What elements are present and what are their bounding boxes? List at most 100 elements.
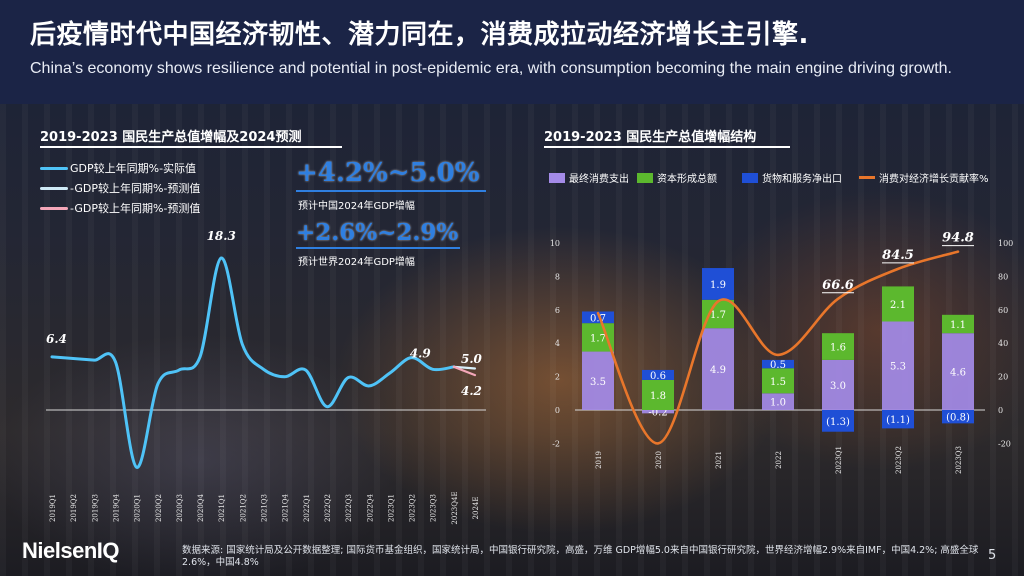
bar-value-label: 3.5 — [590, 377, 606, 388]
bar-y-left-tick: -2 — [552, 439, 560, 448]
line-x-tick-label: 2023Q1 — [387, 494, 395, 522]
right-title-underline — [544, 146, 790, 148]
bar-x-tick-label: 2023Q1 — [835, 446, 843, 474]
bar-y-right-tick: 60 — [998, 306, 1008, 315]
bar-capital — [882, 286, 914, 322]
line-x-tick-label: 2020Q1 — [134, 494, 142, 522]
line-x-tick-label: 2023Q4E — [451, 491, 459, 524]
page-number: 5 — [988, 548, 997, 563]
line-x-tick-label: 2019Q1 — [49, 494, 57, 522]
line-x-tick-label: 2020Q2 — [155, 494, 163, 522]
line-data-label: 18.3 — [207, 229, 236, 243]
bar-value-label: 1.0 — [770, 398, 786, 409]
bar-value-label: 1.8 — [650, 391, 666, 402]
bar-y-left-tick: 0 — [555, 406, 560, 415]
line-series-actual — [50, 256, 456, 469]
bar-value-label: 0.6 — [650, 371, 666, 382]
bar-y-left-tick: 4 — [555, 339, 560, 348]
contribution-data-label: 94.8 — [942, 231, 974, 246]
legend-swatch-actual — [40, 166, 68, 170]
bar-value-label: 1.9 — [710, 280, 726, 291]
bar-value-label: 1.1 — [950, 320, 966, 331]
bar-y-left-tick: 8 — [555, 272, 560, 281]
bar-capital — [582, 323, 614, 352]
bar-net-export — [882, 410, 914, 429]
bar-x-tick-label: 2022 — [775, 451, 783, 469]
line-x-tick-label: 2021Q2 — [239, 494, 247, 522]
line-data-label: 4.2 — [461, 384, 482, 398]
legend2-label-consumption: 最终消费支出 — [569, 174, 629, 185]
right-chart-title-text: 2019-2023 国民生产总值增幅结构 — [544, 130, 757, 145]
line-x-tick-label: 2020Q3 — [176, 494, 184, 522]
bar-x-tick-label: 2021 — [715, 451, 723, 469]
line-series-forecast-2 — [452, 365, 477, 377]
line-data-label: 4.9 — [410, 346, 432, 360]
bar-capital — [702, 299, 734, 329]
source-footnote: 数据来源: 国家统计局及公开数据整理; 国际货币基金组织，国家统计局，中国银行研… — [182, 545, 979, 568]
bar-y-right-tick: 80 — [998, 272, 1008, 281]
bar-y-right-tick: 20 — [998, 373, 1008, 382]
legend-item-forecast-2: -GDP较上年同期%-预测值 — [40, 200, 200, 216]
legend2-contribution: 消费对经济增长贡献率% — [859, 170, 989, 185]
bar-value-label: 0.5 — [770, 360, 786, 371]
world-forecast-underline — [296, 247, 460, 249]
bar-consumption — [702, 328, 734, 410]
legend2-swatch-net-export — [742, 172, 758, 183]
legend-swatch-forecast-2 — [40, 206, 68, 210]
line-x-tick-label: 2020Q4 — [197, 493, 205, 522]
bar-value-label: 2.1 — [890, 300, 906, 311]
legend2-label-net-export: 货物和服务净出口 — [762, 174, 842, 185]
line-data-label: 5.0 — [461, 352, 483, 366]
bar-value-label: (1.1) — [886, 415, 910, 426]
bar-consumption — [642, 410, 674, 414]
legend2-capital: 资本形成总额 — [637, 170, 717, 185]
legend-label-actual: GDP较上年同期%-实际值 — [70, 162, 197, 175]
bar-value-label: 1.5 — [770, 377, 786, 388]
bar-value-label: 3.0 — [830, 381, 846, 392]
legend2-swatch-contribution — [859, 176, 875, 179]
bar-y-left-tick: 6 — [555, 306, 560, 315]
bar-y-right-tick: 40 — [998, 339, 1008, 348]
nielseniq-logo: NielsenIQ — [22, 538, 119, 563]
bar-value-label: 4.6 — [950, 368, 966, 379]
page-subtitle: China’s economy shows resilience and pot… — [30, 60, 952, 77]
left-chart-title: 2019-2023 国民生产总值增幅及2024预测 — [40, 126, 342, 148]
bar-value-label: 5.3 — [890, 362, 906, 373]
bar-net-export — [702, 268, 734, 300]
china-forecast-value: +4.2%~5.0% — [296, 158, 486, 192]
legend-label-forecast-1: -GDP较上年同期%-预测值 — [70, 182, 201, 195]
bar-x-tick-label: 2023Q2 — [895, 446, 903, 474]
legend2-consumption: 最终消费支出 — [549, 170, 629, 185]
legend2-swatch-consumption — [549, 172, 565, 183]
contribution-data-label: 66.6 — [822, 278, 854, 293]
legend2-swatch-capital — [637, 172, 653, 183]
bar-consumption — [762, 393, 794, 410]
legend-swatch-forecast-1 — [40, 186, 68, 190]
bar-x-tick-label: 2019 — [595, 451, 603, 469]
left-title-underline — [40, 146, 342, 148]
line-x-tick-label: 2023Q3 — [430, 494, 438, 522]
bar-y-right-tick: 0 — [998, 406, 1003, 415]
world-forecast-caption: 预计世界2024年GDP增幅 — [298, 257, 415, 268]
bar-y-right-tick: -20 — [998, 439, 1011, 448]
left-chart-title-text: 2019-2023 国民生产总值增幅及2024预测 — [40, 130, 302, 145]
bar-capital — [822, 333, 854, 360]
line-x-tick-label: 2021Q4 — [282, 493, 290, 522]
line-x-tick-label: 2019Q2 — [70, 494, 78, 522]
line-data-label: 6.4 — [46, 332, 67, 346]
bar-consumption — [822, 359, 854, 410]
legend2-label-contribution: 消费对经济增长贡献率% — [879, 174, 989, 185]
line-x-tick-label: 2022Q3 — [345, 494, 353, 522]
bar-consumption — [582, 351, 614, 410]
china-forecast-underline — [296, 190, 486, 192]
right-chart-title: 2019-2023 国民生产总值增幅结构 — [544, 126, 790, 148]
bar-net-export — [762, 359, 794, 369]
contribution-line — [596, 250, 960, 445]
bar-capital — [762, 368, 794, 394]
bar-value-label: 4.9 — [710, 365, 726, 376]
bar-net-export — [582, 311, 614, 324]
line-x-tick-label: 2021Q3 — [261, 494, 269, 522]
legend-item-forecast-1: -GDP较上年同期%-预测值 — [40, 180, 200, 196]
bar-value-label: 1.6 — [830, 343, 846, 354]
